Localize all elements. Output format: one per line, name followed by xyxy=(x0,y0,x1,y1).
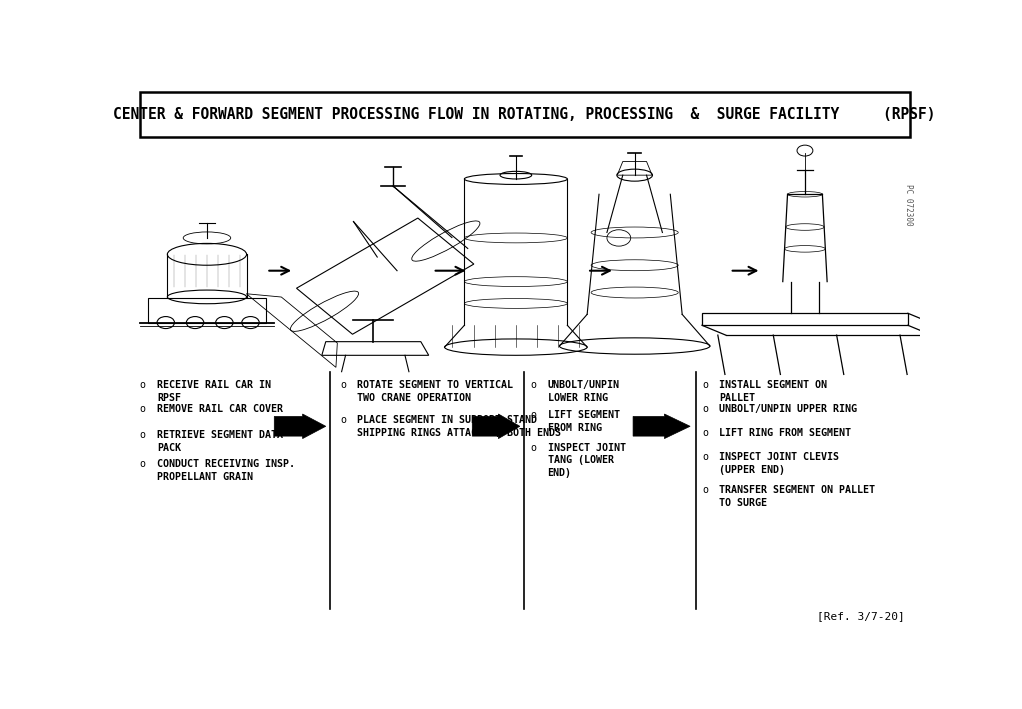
Text: ROTATE SEGMENT TO VERTICAL
TWO CRANE OPERATION: ROTATE SEGMENT TO VERTICAL TWO CRANE OPE… xyxy=(358,380,513,403)
Text: o: o xyxy=(530,380,537,390)
Text: o: o xyxy=(702,485,708,495)
Text: o: o xyxy=(702,428,708,438)
Text: o: o xyxy=(140,404,145,415)
Text: [Ref. 3/7-20]: [Ref. 3/7-20] xyxy=(817,611,904,621)
Text: INSPECT JOINT CLEVIS
(UPPER END): INSPECT JOINT CLEVIS (UPPER END) xyxy=(719,452,839,475)
Text: LIFT SEGMENT
FROM RING: LIFT SEGMENT FROM RING xyxy=(548,410,619,432)
Polygon shape xyxy=(274,414,326,439)
Text: o: o xyxy=(702,380,708,390)
Text: PLACE SEGMENT IN SUPPORT STAND
SHIPPING RINGS ATTACHED, BOTH ENDS: PLACE SEGMENT IN SUPPORT STAND SHIPPING … xyxy=(358,415,561,438)
Text: RECEIVE RAIL CAR IN
RPSF: RECEIVE RAIL CAR IN RPSF xyxy=(157,380,271,403)
Text: UNBOLT/UNPIN UPPER RING: UNBOLT/UNPIN UPPER RING xyxy=(719,404,857,415)
Text: o: o xyxy=(140,459,145,469)
Text: o: o xyxy=(340,380,346,390)
Text: CONDUCT RECEIVING INSP.
PROPELLANT GRAIN: CONDUCT RECEIVING INSP. PROPELLANT GRAIN xyxy=(157,459,295,482)
Text: RETRIEVE SEGMENT DATA
PACK: RETRIEVE SEGMENT DATA PACK xyxy=(157,430,283,453)
Text: INSPECT JOINT
TANG (LOWER
END): INSPECT JOINT TANG (LOWER END) xyxy=(548,442,625,479)
Text: CENTER & FORWARD SEGMENT PROCESSING FLOW IN ROTATING, PROCESSING  &  SURGE FACIL: CENTER & FORWARD SEGMENT PROCESSING FLOW… xyxy=(112,107,935,122)
Text: TRANSFER SEGMENT ON PALLET
TO SURGE: TRANSFER SEGMENT ON PALLET TO SURGE xyxy=(719,485,876,508)
Text: UNBOLT/UNPIN
LOWER RING: UNBOLT/UNPIN LOWER RING xyxy=(548,380,619,403)
Text: o: o xyxy=(140,380,145,390)
Text: INSTALL SEGMENT ON
PALLET: INSTALL SEGMENT ON PALLET xyxy=(719,380,828,403)
Text: PC 072300: PC 072300 xyxy=(904,184,914,226)
Polygon shape xyxy=(633,414,690,439)
Text: REMOVE RAIL CAR COVER: REMOVE RAIL CAR COVER xyxy=(157,404,283,415)
Text: o: o xyxy=(340,415,346,425)
Text: LIFT RING FROM SEGMENT: LIFT RING FROM SEGMENT xyxy=(719,428,851,438)
Bar xyxy=(140,92,910,137)
Text: o: o xyxy=(140,430,145,440)
Polygon shape xyxy=(472,414,520,439)
Text: o: o xyxy=(530,410,537,420)
Text: o: o xyxy=(702,404,708,415)
Text: o: o xyxy=(530,442,537,452)
Text: o: o xyxy=(702,452,708,462)
